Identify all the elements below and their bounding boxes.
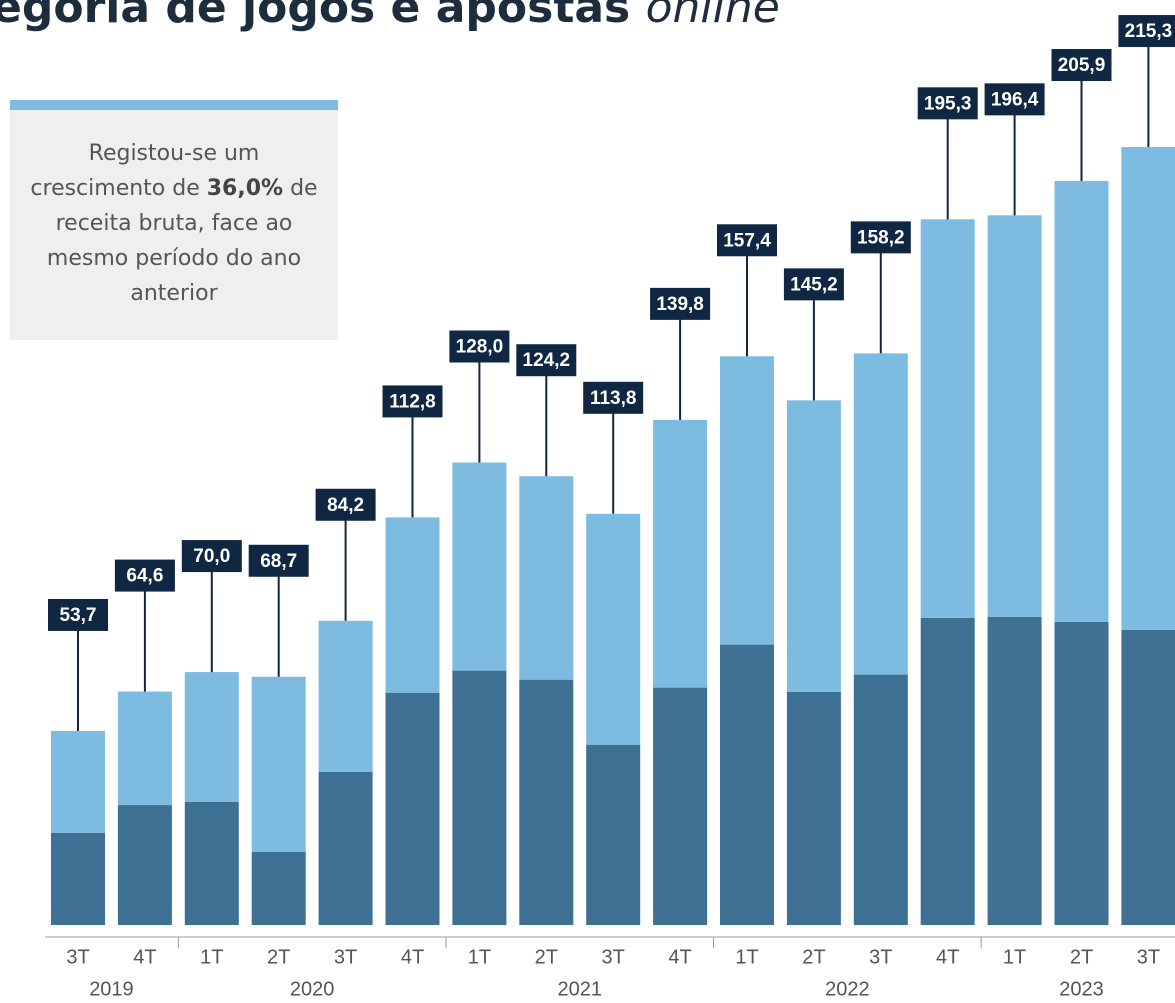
- bar-segment: [318, 620, 373, 772]
- label-box: [449, 330, 510, 363]
- data-label: 53,7: [60, 605, 97, 626]
- label-box: [516, 344, 577, 377]
- bar-segment: [586, 744, 641, 925]
- x-tick-label: 4T: [936, 946, 959, 968]
- annotation-text: Registou-se um crescimento de: [30, 141, 260, 201]
- annotation: Registou-se um crescimento de 36,0% de r…: [10, 100, 338, 340]
- data-label: 84,2: [327, 495, 364, 516]
- bar-segment: [385, 517, 440, 693]
- label-box: [783, 268, 844, 301]
- x-tick-label: 4T: [133, 946, 156, 968]
- x-tick-label: 1T: [200, 946, 223, 968]
- bar-segment: [720, 644, 774, 925]
- data-label: 112,8: [389, 391, 436, 412]
- chart-title: egoria de jogos e apostas online: [0, 0, 780, 33]
- bar-segment: [853, 353, 908, 675]
- x-tick-label: 2T: [802, 946, 825, 968]
- bar-segment: [251, 852, 306, 925]
- label-box: [650, 287, 711, 320]
- data-label: 195,3: [924, 93, 972, 114]
- label-box: [181, 540, 242, 573]
- bar-segment: [452, 462, 507, 671]
- bar-segment: [920, 219, 975, 618]
- data-label: 68,7: [260, 551, 297, 572]
- x-tick-label: 3T: [334, 946, 357, 968]
- x-tick-label: 3T: [1137, 946, 1160, 968]
- bar-segment: [1121, 629, 1175, 925]
- data-label: 124,2: [523, 350, 571, 371]
- x-tick-label: 4T: [668, 946, 691, 968]
- data-label: 157,4: [723, 230, 771, 251]
- title-text: egoria de jogos e apostas: [0, 0, 646, 33]
- x-tick-label: 1T: [735, 946, 758, 968]
- label-box: [984, 83, 1045, 116]
- annotation-bold: 36,0%: [206, 176, 284, 201]
- bar-segment: [117, 691, 172, 806]
- title-italic: online: [646, 0, 780, 33]
- bar-segment: [318, 771, 373, 925]
- bar-segment: [519, 476, 574, 680]
- data-label: 196,4: [991, 89, 1039, 110]
- bar-segment: [184, 672, 239, 802]
- x-tick-label: 1T: [468, 946, 491, 968]
- label-box: [48, 598, 108, 631]
- year-label: 2023: [1059, 978, 1104, 1000]
- bar-segment: [586, 513, 641, 745]
- data-label: 128,0: [456, 337, 504, 358]
- x-tick-label: 3T: [66, 946, 89, 968]
- x-tick-label: 3T: [602, 946, 625, 968]
- data-label: 158,2: [857, 227, 905, 248]
- label-box: [850, 221, 911, 254]
- x-tick-label: 2T: [267, 946, 290, 968]
- x-tick-label: 4T: [401, 946, 424, 968]
- bar-segment: [786, 400, 841, 692]
- data-label: 205,9: [1058, 55, 1106, 76]
- bar-segment: [786, 691, 841, 925]
- label-box: [583, 381, 644, 414]
- label-box: [114, 559, 175, 592]
- label-box: [917, 87, 978, 120]
- label-box: [248, 544, 309, 577]
- bar-segment: [51, 730, 105, 833]
- bar-segment: [1121, 147, 1175, 630]
- x-tick-label: 3T: [869, 946, 892, 968]
- bar-segment: [184, 801, 239, 925]
- label-box: [1118, 15, 1175, 48]
- data-label: 70,0: [193, 546, 230, 567]
- data-label: 215,3: [1125, 21, 1173, 42]
- year-label: 2019: [89, 978, 134, 1000]
- year-label: 2022: [825, 978, 870, 1000]
- bar-segment: [519, 679, 574, 925]
- bar-segment: [251, 676, 306, 853]
- data-label: 64,6: [126, 566, 163, 587]
- bar-segment: [987, 616, 1042, 925]
- label-box: [1051, 49, 1112, 82]
- year-label: 2021: [558, 978, 603, 1000]
- bar-segment: [920, 617, 975, 925]
- bar-segment: [1054, 621, 1109, 925]
- year-label: 2020: [290, 978, 335, 1000]
- label-box: [717, 224, 777, 257]
- bar-segment: [1054, 181, 1109, 622]
- bar-segment: [452, 670, 507, 925]
- data-label: 139,8: [656, 294, 704, 315]
- x-tick-label: 1T: [1003, 946, 1026, 968]
- data-label: 145,2: [790, 274, 838, 295]
- label-box: [382, 385, 443, 418]
- bar-segment: [653, 687, 708, 925]
- x-tick-label: 2T: [535, 946, 558, 968]
- bar-segment: [51, 832, 105, 925]
- bar-segment: [853, 674, 908, 925]
- data-label: 113,8: [590, 388, 637, 409]
- x-tick-label: 2T: [1070, 946, 1093, 968]
- bar-segment: [653, 419, 708, 688]
- bar-segment: [385, 692, 440, 925]
- label-box: [315, 488, 376, 521]
- annotation-text: de receita bruta, face ao mesmo período …: [46, 176, 318, 306]
- bar-segment: [117, 805, 172, 925]
- bar-segment: [987, 215, 1042, 617]
- bar-segment: [720, 356, 774, 645]
